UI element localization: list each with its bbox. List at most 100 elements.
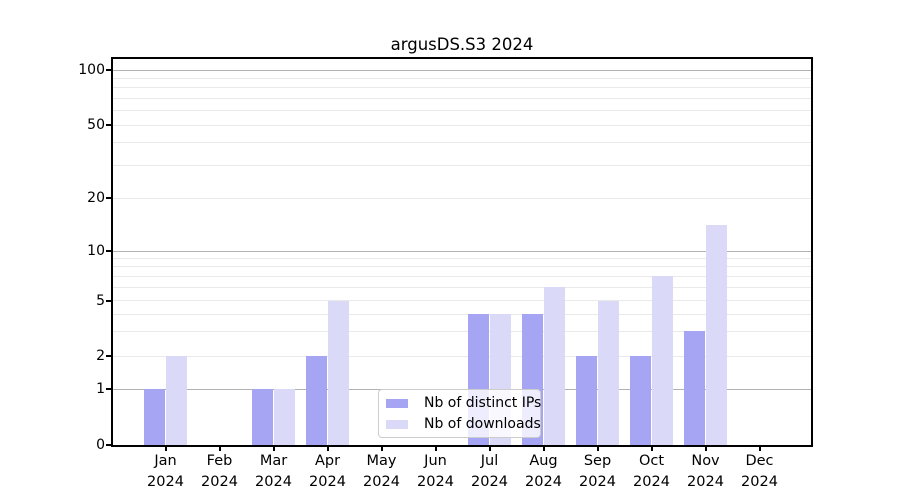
x-tick-label-may: May 2024 (347, 451, 417, 493)
x-tick-year: 2024 (687, 474, 724, 490)
minor-gridline (113, 77, 811, 79)
major-gridline (113, 250, 811, 252)
legend-label-downloads: Nb of downloads (424, 416, 541, 432)
y-tick-label: 20 (87, 190, 105, 206)
bar-downloads-oct (651, 276, 674, 445)
minor-gridline (113, 330, 811, 332)
x-tick-month: Jun (424, 453, 447, 469)
legend-swatch-distinct-ips (386, 398, 408, 408)
x-tick-mark (434, 445, 437, 451)
x-tick-label-aug: Aug 2024 (509, 451, 579, 493)
x-tick-label-feb: Feb 2024 (185, 451, 255, 493)
x-tick-year: 2024 (579, 474, 616, 490)
chart-title: argusDS.S3 2024 (390, 35, 534, 54)
x-tick-label-dec: Dec 2024 (725, 451, 795, 493)
x-tick-mark (488, 445, 491, 451)
x-tick-label-jun: Jun 2024 (401, 451, 471, 493)
x-tick-mark (326, 445, 329, 451)
x-tick-mark (542, 445, 545, 451)
x-tick-mark (380, 445, 383, 451)
x-tick-year: 2024 (471, 474, 508, 490)
x-tick-label-nov: Nov 2024 (671, 451, 741, 493)
legend-item-distinct-ips: Nb of distinct IPs (385, 393, 541, 414)
y-tick-mark (106, 124, 113, 126)
minor-gridline (113, 300, 811, 301)
y-tick-mark (106, 197, 113, 199)
bar-downloads-nov (705, 225, 728, 445)
x-tick-label-oct: Oct 2024 (617, 451, 687, 493)
y-tick-label: 50 (87, 117, 105, 133)
x-tick-month: Jan (154, 453, 177, 469)
x-tick-month: May (366, 453, 397, 469)
minor-gridline (113, 165, 811, 167)
minor-gridline (113, 355, 811, 357)
x-tick-label-jul: Jul 2024 (455, 451, 525, 493)
x-tick-year: 2024 (201, 474, 238, 490)
plot-area (113, 59, 811, 445)
y-tick-label: 1 (96, 381, 105, 397)
x-tick-mark (164, 445, 167, 451)
x-tick-month: Sep (583, 453, 612, 469)
minor-gridline (113, 286, 811, 288)
x-tick-year: 2024 (363, 474, 400, 490)
x-tick-year: 2024 (147, 474, 184, 490)
y-tick-mark (106, 355, 113, 357)
legend-swatch-downloads (386, 419, 408, 429)
x-tick-label-sep: Sep 2024 (563, 451, 633, 493)
minor-gridline (113, 266, 811, 268)
minor-gridline (113, 87, 811, 89)
x-tick-month: Nov (691, 453, 720, 469)
y-tick-mark (106, 444, 113, 446)
y-tick-label: 5 (96, 292, 105, 309)
minor-gridline (113, 258, 811, 260)
legend-item-downloads: Nb of downloads (385, 414, 541, 435)
minor-gridline (113, 142, 811, 144)
bar-downloads-mar (273, 389, 296, 445)
y-tick-label: 10 (87, 243, 105, 259)
minor-gridline (113, 197, 811, 199)
minor-gridline (113, 97, 811, 99)
x-tick-year: 2024 (309, 474, 346, 490)
major-gridline (113, 69, 811, 71)
x-tick-year: 2024 (417, 474, 454, 490)
minor-gridline (113, 313, 811, 315)
minor-gridline (113, 110, 811, 112)
bar-downloads-jan (165, 356, 188, 445)
x-tick-mark (704, 445, 707, 451)
x-tick-mark (650, 445, 653, 451)
y-tick-label: 0 (96, 437, 105, 453)
legend-label-distinct-ips: Nb of distinct IPs (424, 395, 542, 411)
minor-gridline (113, 124, 811, 126)
y-tick-mark (106, 69, 113, 71)
bar-distinct-ips-nov (683, 331, 706, 445)
x-tick-year: 2024 (741, 474, 778, 490)
x-tick-year: 2024 (255, 474, 292, 490)
bar-distinct-ips-sep (575, 356, 598, 445)
x-tick-mark (758, 445, 761, 451)
x-tick-month: Aug (529, 453, 558, 469)
bar-distinct-ips-apr (305, 356, 328, 445)
x-tick-mark (272, 445, 275, 451)
x-tick-month: Mar (259, 453, 288, 469)
minor-gridline (113, 275, 811, 277)
x-tick-label-mar: Mar 2024 (239, 451, 309, 493)
x-tick-year: 2024 (525, 474, 562, 490)
y-tick-mark (106, 388, 113, 390)
x-tick-label-apr: Apr 2024 (293, 451, 363, 493)
x-tick-label-jan: Jan 2024 (131, 451, 201, 493)
bar-distinct-ips-oct (629, 356, 652, 445)
legend: Nb of distinct IPs Nb of downloads (378, 389, 541, 438)
x-tick-month: Dec (745, 453, 774, 469)
x-tick-month: Oct (638, 453, 665, 469)
y-tick-label: 2 (96, 348, 105, 364)
bar-downloads-apr (327, 300, 350, 445)
bar-distinct-ips-mar (251, 389, 274, 445)
plot-spines (111, 57, 813, 447)
x-tick-mark (596, 445, 599, 451)
bar-downloads-aug (543, 287, 566, 445)
x-tick-year: 2024 (633, 474, 670, 490)
y-tick-mark (106, 299, 113, 302)
bar-downloads-sep (597, 300, 620, 445)
y-tick-label: 100 (78, 62, 105, 78)
